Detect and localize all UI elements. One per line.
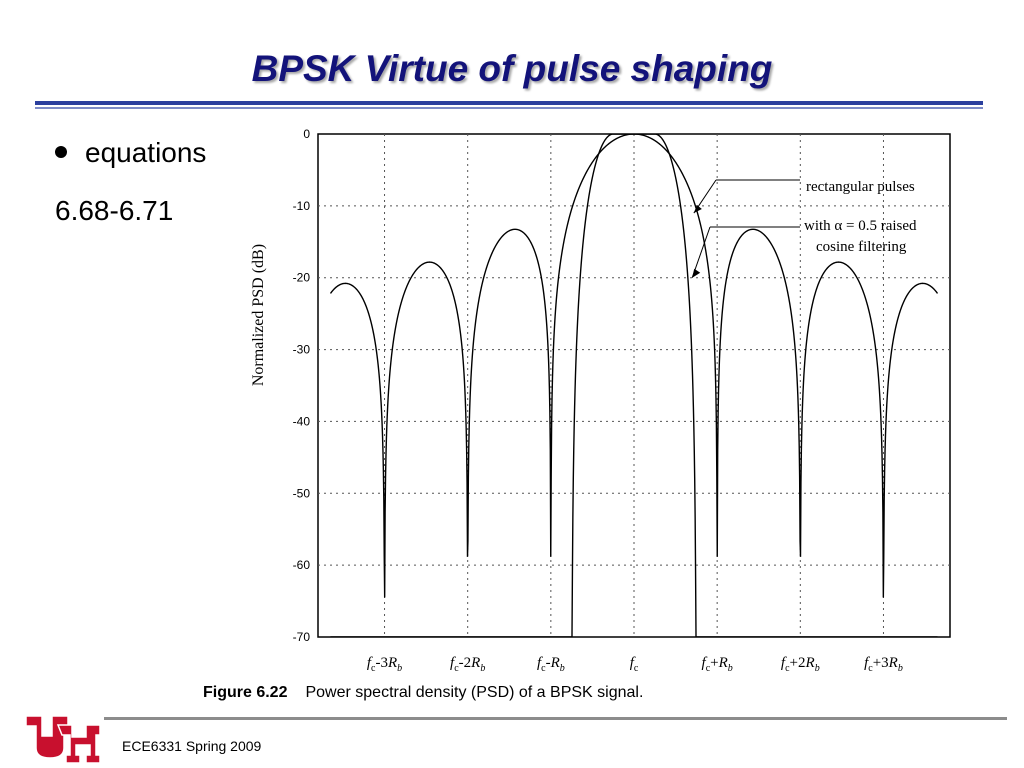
x-tick-label: fc+2Rb (781, 655, 820, 674)
x-tick-label: fc+Rb (702, 655, 733, 674)
y-tick-label: -50 (293, 486, 311, 500)
plot-area (329, 134, 939, 637)
figure-caption: Figure 6.22 Power spectral density (PSD) … (203, 684, 643, 702)
equation-range: 6.68-6.71 (55, 195, 174, 226)
annotation-rectangular: rectangular pulses (806, 179, 915, 195)
leader-line (691, 226, 711, 278)
footer-divider (104, 717, 1007, 720)
y-tick-label: -30 (293, 343, 311, 357)
figure-caption-text: Power spectral density (PSD) of a BPSK s… (305, 684, 644, 701)
bullet-item: equations (55, 137, 206, 169)
x-tick-label: fc+3Rb (864, 655, 903, 674)
y-tick-label: -10 (293, 199, 311, 213)
bullet-text: equations (85, 137, 207, 168)
slide-title: BPSK Virtue of pulse shaping (251, 48, 773, 89)
x-tick-label: fc-3Rb (367, 655, 402, 674)
footer-text: ECE6331 Spring 2009 (122, 738, 262, 754)
x-tick-label: fc-2Rb (450, 655, 485, 674)
leader-arrow (693, 205, 702, 214)
series-rectangular-pulses (329, 134, 939, 598)
y-tick-label: -60 (293, 558, 311, 572)
leader-arrow (692, 268, 701, 278)
x-tick-label: fc (630, 655, 639, 674)
x-tick-label: fc-Rb (537, 655, 565, 674)
y-axis-label: Normalized PSD (dB) (250, 244, 267, 386)
y-tick-label: -20 (293, 271, 311, 285)
annotation-raised-cosine: with α = 0.5 raised (804, 218, 917, 234)
psd-chart: 0 -10 -20 -30 -40 -50 -60 -70 fc-3Rb fc-2Rb fc-Rb f… (250, 127, 951, 674)
figure-caption-label: Figure 6.22 (203, 684, 288, 701)
bullet-icon (55, 145, 67, 158)
y-tick-label: -40 (293, 414, 311, 428)
uh-logo-icon (25, 715, 101, 764)
title-divider (35, 101, 983, 105)
annotation-filtering: cosine filtering (816, 239, 907, 255)
y-tick-label: -70 (293, 630, 311, 644)
y-tick-label: 0 (303, 127, 310, 141)
title-divider-secondary (35, 107, 983, 109)
